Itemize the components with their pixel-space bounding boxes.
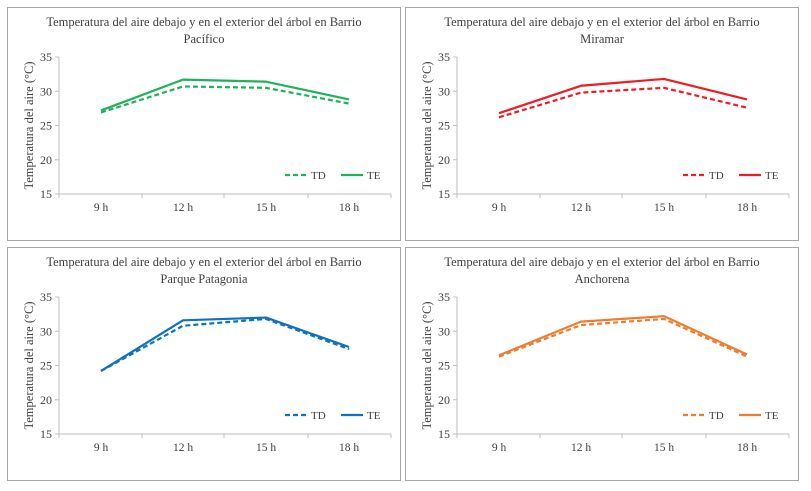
y-tick-label: 30: [438, 84, 450, 98]
legend-label: TE: [367, 410, 381, 422]
y-tick-label: 15: [40, 427, 52, 441]
series-line-te: [498, 315, 748, 357]
legend-label: TD: [709, 410, 724, 422]
legend-label: TD: [311, 170, 326, 182]
y-tick-label: 30: [40, 324, 52, 338]
line-chart: Temperatura del aire debajo y en el exte…: [22, 15, 392, 214]
chart-panel-parque-patagonia: Temperatura del aire debajo y en el exte…: [7, 247, 401, 481]
chart-title-line: Temperatura del aire debajo y en el exte…: [444, 15, 759, 29]
chart-title-line: Parque Patagonia: [160, 272, 248, 286]
series-line-td: [100, 85, 350, 114]
y-tick-label: 30: [438, 324, 450, 338]
x-tick-label: 12 h: [571, 202, 591, 214]
x-tick-label: 15 h: [654, 442, 674, 454]
series-line-td: [498, 86, 748, 119]
chart-panel-pacifico: Temperatura del aire debajo y en el exte…: [7, 7, 401, 241]
chart-title-line: Temperatura del aire debajo y en el exte…: [46, 15, 361, 29]
chart-title-line: Temperatura del aire debajo y en el exte…: [444, 255, 759, 269]
x-tick-label: 9 h: [492, 442, 507, 454]
x-tick-label: 9 h: [94, 442, 109, 454]
y-tick-label: 35: [40, 50, 52, 64]
chart-title-line: Miramar: [580, 32, 625, 46]
chart-panel-miramar: Temperatura del aire debajo y en el exte…: [405, 7, 799, 241]
x-tick-label: 12 h: [571, 442, 591, 454]
y-tick-label: 20: [438, 153, 450, 167]
y-tick-label: 15: [438, 187, 450, 201]
line-chart: Temperatura del aire debajo y en el exte…: [22, 255, 392, 454]
x-tick-label: 9 h: [94, 202, 109, 214]
y-tick-label: 25: [40, 119, 52, 133]
series-line-te: [100, 316, 350, 372]
chart-title-line: Anchorena: [575, 272, 630, 286]
series-line-td: [498, 317, 748, 358]
legend-label: TE: [765, 410, 779, 422]
y-axis-label: Temperatura del aire (°C): [22, 301, 36, 429]
y-axis-label: Temperatura del aire (°C): [420, 301, 434, 429]
x-tick-label: 15 h: [256, 442, 276, 454]
x-tick-label: 18 h: [339, 442, 359, 454]
x-tick-label: 18 h: [737, 442, 757, 454]
x-tick-label: 12 h: [173, 202, 193, 214]
x-tick-label: 15 h: [256, 202, 276, 214]
y-tick-label: 35: [438, 290, 450, 304]
y-tick-label: 15: [40, 187, 52, 201]
series-line-te: [498, 77, 748, 115]
legend-label: TE: [765, 170, 779, 182]
y-tick-label: 25: [40, 359, 52, 373]
y-tick-label: 25: [438, 359, 450, 373]
legend-label: TE: [367, 170, 381, 182]
y-tick-label: 35: [438, 50, 450, 64]
x-tick-label: 18 h: [737, 202, 757, 214]
y-axis-label: Temperatura del aire (°C): [22, 61, 36, 189]
legend-label: TD: [311, 410, 326, 422]
y-tick-label: 20: [40, 153, 52, 167]
y-tick-label: 30: [40, 84, 52, 98]
chart-panel-anchorena: Temperatura del aire debajo y en el exte…: [405, 247, 799, 481]
y-tick-label: 15: [438, 427, 450, 441]
series-line-te: [100, 78, 350, 112]
y-axis-label: Temperatura del aire (°C): [420, 61, 434, 189]
chart-title-line: Temperatura del aire debajo y en el exte…: [46, 255, 361, 269]
legend-label: TD: [709, 170, 724, 182]
x-tick-label: 9 h: [492, 202, 507, 214]
x-tick-label: 15 h: [654, 202, 674, 214]
chart-title-line: Pacífico: [184, 32, 225, 46]
line-chart: Temperatura del aire debajo y en el exte…: [420, 15, 790, 214]
y-tick-label: 35: [40, 290, 52, 304]
y-tick-label: 25: [438, 119, 450, 133]
x-tick-label: 18 h: [339, 202, 359, 214]
series-line-td: [100, 317, 350, 372]
line-chart: Temperatura del aire debajo y en el exte…: [420, 255, 790, 454]
x-tick-label: 12 h: [173, 442, 193, 454]
y-tick-label: 20: [40, 393, 52, 407]
y-tick-label: 20: [438, 393, 450, 407]
